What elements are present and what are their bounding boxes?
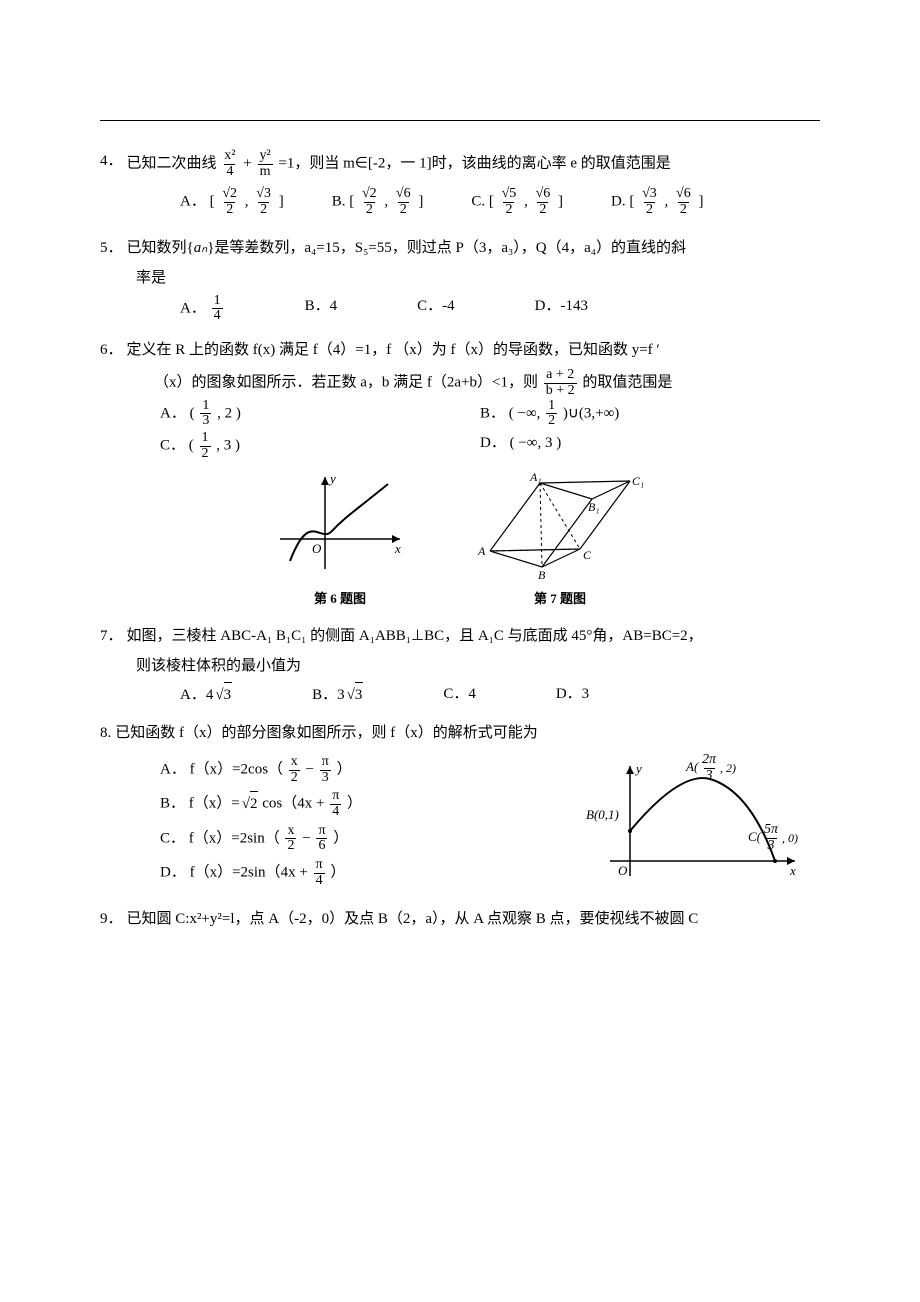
q4-option-D: D. [ √32 , √62 ] bbox=[611, 187, 703, 217]
q6-options-row2: C． ( 12 , 3 ) D． ( −∞, 3 ) bbox=[100, 431, 820, 461]
q7-number: 7． bbox=[100, 624, 123, 648]
svg-text:x: x bbox=[394, 541, 401, 556]
question-8: 8. 已知函数 f（x）的部分图象如图所示，则 f（x）的解析式可能为 A． f… bbox=[100, 721, 820, 893]
q7-line1: 如图，三棱柱 ABC-A₁ B₁C₁ 的侧面 A₁ABB₁⊥BC，且 A₁C 与… bbox=[127, 624, 820, 648]
figure-8-svg: O y x B(0,1) A( 2π3, 2) C( 5π3, 0) bbox=[580, 751, 810, 891]
q4-frac2: y² m bbox=[257, 149, 272, 179]
q4-option-B: B. [ √22 , √62 ] bbox=[332, 187, 424, 217]
svg-text:A₁: A₁ bbox=[529, 470, 542, 484]
document-page: 4． 已知二次曲线 x² 4 + y² m =1，则当 m∈[-2，一 1]时，… bbox=[0, 0, 920, 1302]
q9-number: 9． bbox=[100, 907, 123, 931]
q6-number: 6． bbox=[100, 338, 123, 362]
q5-option-D: D．-143 bbox=[535, 294, 588, 324]
q5-option-C: C．-4 bbox=[417, 294, 455, 324]
q8-option-C: C． f（x）=2sin（ x2 − π6 ） bbox=[160, 824, 580, 854]
svg-text:B: B bbox=[538, 568, 546, 579]
q6-stem: 6． 定义在 R 上的函数 f(x) 满足 f（4）=1，f （x）为 f（x）… bbox=[100, 338, 820, 362]
svg-text:C₁: C₁ bbox=[632, 474, 644, 488]
q8-option-B: B． f（x）=2 cos（4x + π4 ） bbox=[160, 789, 580, 819]
question-7: 7． 如图，三棱柱 ABC-A₁ B₁C₁ 的侧面 A₁ABB₁⊥BC，且 A₁… bbox=[100, 624, 820, 707]
q7-option-D: D．3 bbox=[556, 682, 589, 707]
q5-text: 已知数列{aₙ}是等差数列，a₄=15，S₅=55，则过点 P（3，a₃），Q（… bbox=[127, 236, 820, 260]
q6-option-B: B． ( −∞, 12 )∪(3,+∞) bbox=[480, 399, 820, 429]
q4-frac1: x² 4 bbox=[222, 149, 237, 179]
svg-text:x: x bbox=[789, 863, 796, 878]
figure-6-svg: y x O bbox=[270, 469, 410, 579]
question-6: 6． 定义在 R 上的函数 f(x) 满足 f（4）=1，f （x）为 f（x）… bbox=[100, 338, 820, 610]
q4-options: A． [ √22 , √32 ] B. [ √22 , √62 ] C. [ √… bbox=[100, 187, 820, 217]
q7-stem: 7． 如图，三棱柱 ABC-A₁ B₁C₁ 的侧面 A₁ABB₁⊥BC，且 A₁… bbox=[100, 624, 820, 648]
svg-text:A: A bbox=[477, 544, 486, 558]
q4-stem: 4． 已知二次曲线 x² 4 + y² m =1，则当 m∈[-2，一 1]时，… bbox=[100, 149, 820, 179]
figure-7-svg: A B C A₁ B₁ C₁ bbox=[470, 469, 650, 579]
svg-text:y: y bbox=[328, 471, 336, 486]
q5-stem: 5． 已知数列{aₙ}是等差数列，a₄=15，S₅=55，则过点 P（3，a₃）… bbox=[100, 236, 820, 260]
svg-text:C: C bbox=[583, 548, 592, 562]
q8-option-A: A． f（x）=2cos（ x2 − π3 ） bbox=[160, 755, 580, 785]
q7-option-C: C．4 bbox=[443, 682, 476, 707]
q4-option-A: A． [ √22 , √32 ] bbox=[180, 187, 284, 217]
q5-stem-line2: 率是 bbox=[100, 266, 820, 290]
q6-line2: （x）的图象如图所示．若正数 a，b 满足 f（2a+b）<1，则 a + 2 … bbox=[100, 368, 820, 398]
figure-6: y x O 第 6 题图 bbox=[270, 469, 410, 610]
svg-text:A(: A( bbox=[685, 759, 699, 774]
q7-option-A: A．43 bbox=[180, 682, 232, 707]
q5-option-A: A． 14 bbox=[180, 294, 225, 324]
q6-option-D: D． ( −∞, 3 ) bbox=[480, 431, 820, 461]
question-4: 4． 已知二次曲线 x² 4 + y² m =1，则当 m∈[-2，一 1]时，… bbox=[100, 149, 820, 218]
q8-number: 8. bbox=[100, 721, 111, 745]
q7-options: A．43 B．33 C．4 D．3 bbox=[100, 682, 820, 707]
q6-q7-figures: y x O 第 6 题图 A B C bbox=[100, 469, 820, 610]
question-9: 9． 已知圆 C:x²+y²=l，点 A（-2，0）及点 B（2，a），从 A … bbox=[100, 907, 820, 931]
svg-text:O: O bbox=[312, 541, 322, 556]
svg-text:B(0,1): B(0,1) bbox=[586, 807, 619, 822]
q9-text: 已知圆 C:x²+y²=l，点 A（-2，0）及点 B（2，a），从 A 点观察… bbox=[127, 907, 820, 931]
q6-option-A: A． ( 13 , 2 ) bbox=[160, 399, 480, 429]
q4-text: 已知二次曲线 x² 4 + y² m =1，则当 m∈[-2，一 1]时，该曲线… bbox=[127, 149, 820, 179]
q7-line2: 则该棱柱体积的最小值为 bbox=[100, 654, 820, 678]
top-rule bbox=[100, 120, 820, 121]
q5-option-B: B．4 bbox=[305, 294, 338, 324]
figure-7: A B C A₁ B₁ C₁ 第 7 题图 bbox=[470, 469, 650, 610]
q6-options-row1: A． ( 13 , 2 ) B． ( −∞, 12 )∪(3,+∞) bbox=[100, 399, 820, 429]
q6-option-C: C． ( 12 , 3 ) bbox=[160, 431, 480, 461]
figure-6-caption: 第 6 题图 bbox=[270, 589, 410, 610]
svg-text:y: y bbox=[634, 761, 642, 776]
q5-options: A． 14 B．4 C．-4 D．-143 bbox=[100, 294, 820, 324]
figure-7-caption: 第 7 题图 bbox=[470, 589, 650, 610]
q5-number: 5． bbox=[100, 236, 123, 260]
q8-option-D: D． f（x）=2sin（4x + π4 ） bbox=[160, 858, 580, 888]
q9-stem: 9． 已知圆 C:x²+y²=l，点 A（-2，0）及点 B（2，a），从 A … bbox=[100, 907, 820, 931]
svg-text:O: O bbox=[618, 863, 628, 878]
q8-text: 已知函数 f（x）的部分图象如图所示，则 f（x）的解析式可能为 bbox=[115, 721, 820, 745]
q4-option-C: C. [ √52 , √62 ] bbox=[471, 187, 563, 217]
q6-line1: 定义在 R 上的函数 f(x) 满足 f（4）=1，f （x）为 f（x）的导函… bbox=[127, 338, 820, 362]
q8-stem: 8. 已知函数 f（x）的部分图象如图所示，则 f（x）的解析式可能为 bbox=[100, 721, 820, 745]
q4-number: 4． bbox=[100, 149, 123, 173]
figure-8: O y x B(0,1) A( 2π3, 2) C( 5π3, 0) bbox=[580, 751, 820, 891]
q8-body: A． f（x）=2cos（ x2 − π3 ） B． f（x）=2 cos（4x… bbox=[100, 751, 820, 893]
q8-options: A． f（x）=2cos（ x2 − π3 ） B． f（x）=2 cos（4x… bbox=[100, 751, 580, 893]
q7-option-B: B．33 bbox=[312, 682, 363, 707]
svg-text:B₁: B₁ bbox=[588, 500, 600, 514]
q6-stem-frac: a + 2 b + 2 bbox=[544, 368, 577, 398]
question-5: 5． 已知数列{aₙ}是等差数列，a₄=15，S₅=55，则过点 P（3，a₃）… bbox=[100, 236, 820, 324]
